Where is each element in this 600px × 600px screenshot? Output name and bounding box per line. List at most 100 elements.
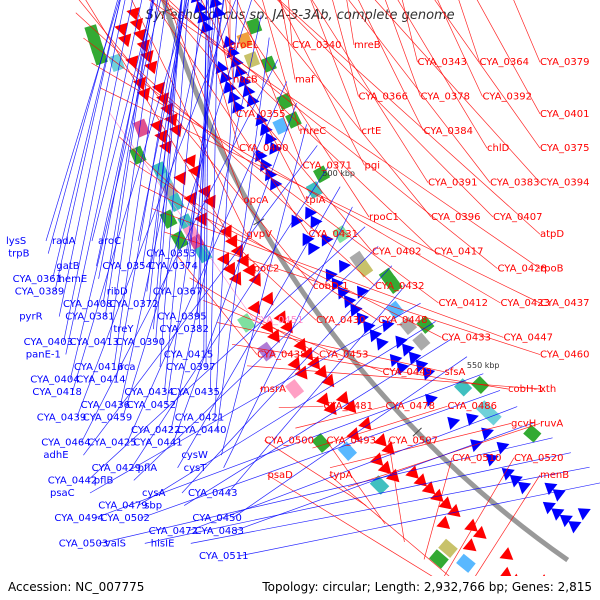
forward-gene-label[interactable]: nusB (233, 74, 258, 85)
forward-gene-label[interactable]: CYA_0383 (490, 178, 539, 189)
forward-gene-label[interactable]: CYA_0438 (257, 350, 306, 361)
forward-gene-label[interactable]: menB (540, 470, 569, 481)
reverse-gene-label[interactable]: CYA_0415 (164, 349, 213, 360)
reverse-gene-label[interactable]: sbp (144, 501, 162, 512)
reverse-gene-label[interactable]: aroC (98, 236, 121, 247)
forward-gene-label[interactable]: rpoC1 (369, 212, 399, 223)
forward-gene-label[interactable]: CYA_0391 (428, 178, 477, 189)
reverse-gene-label[interactable]: CYA_0372 (109, 299, 158, 310)
reverse-gene-label[interactable]: CYA_0422 (131, 425, 180, 436)
forward-gene-label[interactable]: CYA_0375 (540, 143, 589, 154)
reverse-gene-label[interactable]: CYA_0503 (59, 538, 108, 549)
forward-gene-label[interactable]: CYA_0366 (359, 92, 408, 103)
forward-gene-label[interactable]: CYA_0460 (540, 350, 589, 361)
reverse-gene-label[interactable]: CYA_0452 (127, 400, 176, 411)
reverse-gene-label[interactable]: CYA_0429 (92, 463, 141, 474)
forward-gene-label[interactable]: CYA_0340 (292, 40, 341, 51)
reverse-gene-label[interactable]: adhE (43, 450, 68, 461)
reverse-gene-label[interactable]: CYA_0436 (81, 400, 130, 411)
reverse-gene-label[interactable]: CYA_0382 (159, 324, 208, 335)
reverse-gene-label[interactable]: cysW (181, 450, 208, 461)
reverse-gene-label[interactable]: cysT (184, 463, 208, 474)
forward-gene-label[interactable]: rpoB (540, 264, 564, 275)
forward-gene-label[interactable]: atpD (540, 229, 564, 240)
forward-gene-label[interactable]: CYA_0401 (540, 109, 589, 120)
reverse-gene-label[interactable]: CYA_0403 (24, 337, 73, 348)
forward-gene-label[interactable]: gvpV (247, 229, 273, 240)
reverse-gene-label[interactable]: panE-1 (26, 349, 61, 360)
reverse-gene-label[interactable]: cysA (142, 488, 166, 499)
forward-gene-label[interactable]: sfsA (445, 367, 466, 378)
reverse-gene-label[interactable]: CYA_0450 (192, 513, 241, 524)
forward-gene-label[interactable]: CYA_0396 (431, 212, 480, 223)
reverse-gene-label[interactable]: ribD (107, 286, 128, 297)
forward-gene-label[interactable]: gcvH (511, 418, 536, 429)
forward-gene-label[interactable]: CYA_0453 (319, 350, 368, 361)
forward-gene-label[interactable]: CYA_0412 (439, 298, 488, 309)
reverse-gene-label[interactable]: CYA_0464 (41, 438, 90, 449)
forward-gene-label[interactable]: CYA_0500 (265, 436, 314, 447)
forward-gene-label[interactable]: cobD-1 (313, 281, 349, 292)
forward-gene-label[interactable]: pgi (365, 160, 380, 171)
reverse-gene-label[interactable]: CYA_0416 (74, 362, 123, 373)
forward-gene-label[interactable]: CYA_0394 (540, 178, 589, 189)
forward-gene-label[interactable]: groEL (230, 40, 259, 51)
reverse-gene-label[interactable]: CYA_0502 (100, 513, 149, 524)
reverse-gene-label[interactable]: CYA_0408 (63, 299, 112, 310)
forward-gene-label[interactable]: CYA_0449 (383, 367, 432, 378)
reverse-gene-label[interactable]: CYA_0434 (124, 387, 173, 398)
gene-labels[interactable]: groEL CYA_0340 mreB CYA_0343 CYA_0364 CYA_037… (6, 40, 589, 562)
forward-gene-label[interactable]: rpoC2 (250, 264, 280, 275)
reverse-gene-label[interactable]: hemE (59, 274, 88, 285)
reverse-gene-label[interactable]: CYA_0483 (195, 526, 244, 537)
reverse-gene-label[interactable]: valS (105, 538, 126, 549)
reverse-gene-label[interactable]: pflA (138, 463, 158, 474)
reverse-gene-label[interactable]: CYA_0367 (153, 286, 202, 297)
forward-gene-label[interactable]: CYA_0371 (303, 160, 352, 171)
reverse-gene-label[interactable]: CYA_0361 (13, 274, 62, 285)
forward-gene-label[interactable]: CYA_0402 (372, 246, 421, 257)
reverse-gene-label[interactable]: CYA_0374 (148, 261, 197, 272)
forward-gene-label[interactable]: chlD (487, 143, 510, 154)
reverse-gene-label[interactable]: CYA_0425 (87, 438, 136, 449)
forward-gene-label[interactable]: CYA_0448 (378, 315, 427, 326)
reverse-gene-label[interactable]: CYA_0390 (116, 337, 165, 348)
forward-gene-label[interactable]: CYA_0432 (375, 281, 424, 292)
reverse-gene-label[interactable]: trpB (8, 249, 29, 260)
reverse-gene-label[interactable]: CYA_0439 (37, 412, 86, 423)
forward-gene-label[interactable]: xth (540, 384, 556, 395)
reverse-gene-label[interactable]: rca (120, 362, 136, 373)
forward-gene-label[interactable]: mreC (300, 126, 327, 137)
reverse-gene-label[interactable]: CYA_0441 (133, 438, 182, 449)
reverse-gene-label[interactable]: CYA_0472 (149, 526, 198, 537)
forward-gene-label[interactable]: CYA_0433 (442, 332, 491, 343)
reverse-gene-label[interactable]: CYA_0511 (199, 551, 248, 562)
reverse-gene-label[interactable]: treY (113, 324, 134, 335)
forward-gene-label[interactable]: CYA_0493 (327, 436, 376, 447)
forward-gene-label[interactable]: crtE (362, 126, 382, 137)
reverse-gene-label[interactable]: CYA_0479 (98, 501, 147, 512)
forward-gene-label[interactable]: CYA_0384 (424, 126, 473, 137)
forward-gene-label[interactable]: CYA_0520 (514, 453, 563, 464)
forward-gene-label[interactable]: CYA_0392 (483, 92, 532, 103)
forward-gene-label[interactable]: cobH-1 (508, 384, 543, 395)
forward-gene-label[interactable]: CYA_0355 (236, 109, 285, 120)
forward-gene-label[interactable]: CYA_0428 (498, 264, 547, 275)
forward-gene-label[interactable]: CYA_0423 (501, 298, 550, 309)
reverse-gene-label[interactable]: CYA_0440 (177, 425, 226, 436)
reverse-gene-label[interactable]: gatB (56, 261, 79, 272)
forward-gene-label[interactable]: CYA_0407 (493, 212, 542, 223)
forward-gene-label[interactable]: ruvA (540, 418, 563, 429)
reverse-gene-label[interactable]: CYA_0389 (15, 286, 64, 297)
forward-gene-label[interactable]: msrA (260, 384, 286, 395)
forward-gene-label[interactable]: CYA_0510 (452, 453, 501, 464)
reverse-gene-label[interactable]: radA (52, 236, 76, 247)
forward-gene-label[interactable]: CYA_0364 (480, 57, 529, 68)
forward-gene-label[interactable]: CYA_0417 (434, 246, 483, 257)
forward-gene-label[interactable]: CYA_0507 (389, 436, 438, 447)
forward-gene-label[interactable]: CYA_0431 (309, 229, 358, 240)
forward-gene-label[interactable]: CYA_0430 (316, 315, 365, 326)
forward-gene-label[interactable]: typA (330, 470, 353, 481)
forward-gene-label[interactable]: maf (295, 74, 315, 85)
forward-gene-label[interactable]: CYA_0481 (324, 401, 373, 412)
